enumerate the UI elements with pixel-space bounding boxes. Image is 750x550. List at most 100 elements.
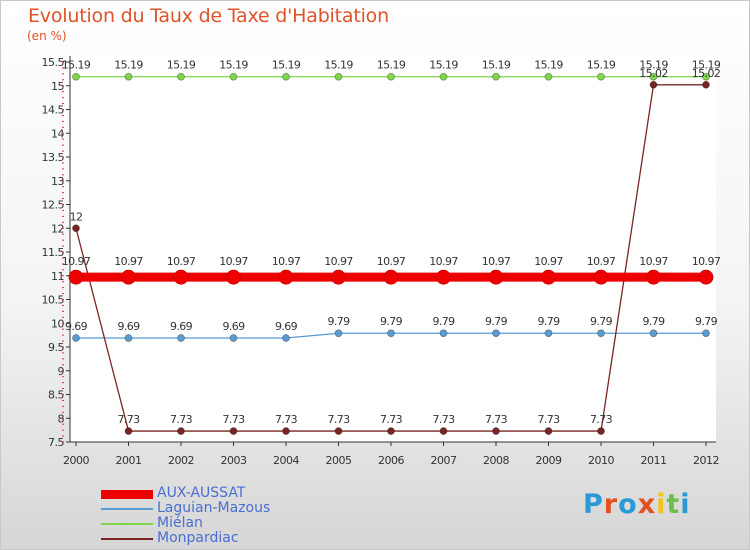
y-tick-label: 13 — [51, 175, 64, 188]
data-label: 10.97 — [62, 255, 91, 268]
x-tick-label: 2012 — [693, 454, 719, 467]
data-point — [177, 334, 185, 342]
data-label: 7.73 — [380, 413, 403, 426]
data-label: 15.19 — [587, 59, 616, 72]
data-label: 7.73 — [485, 413, 508, 426]
legend-label: AUX-AUSSAT — [157, 485, 246, 501]
data-point — [383, 269, 399, 285]
data-label: 9.69 — [275, 320, 298, 333]
data-label: 9.69 — [222, 320, 245, 333]
plot-area — [70, 56, 716, 442]
x-tick-label: 2005 — [326, 454, 352, 467]
legend-label: Laguian-Mazous — [157, 500, 271, 516]
data-label: 9.79 — [485, 315, 508, 328]
x-tick-label: 2009 — [536, 454, 562, 467]
data-label: 7.73 — [275, 413, 298, 426]
data-label: 10.97 — [482, 255, 511, 268]
y-tick-label: 8.5 — [48, 389, 64, 402]
y-tick-label: 14.5 — [42, 104, 65, 117]
data-label: 9.69 — [170, 320, 193, 333]
data-point — [702, 80, 710, 89]
x-tick-label: 2003 — [221, 454, 247, 467]
y-tick-label: 15 — [51, 80, 64, 93]
data-point — [173, 269, 189, 285]
x-tick-label: 2010 — [588, 454, 614, 467]
data-label: 15.19 — [692, 59, 721, 72]
data-point — [334, 329, 343, 338]
data-label: 10.97 — [587, 255, 616, 268]
data-label: 15.19 — [62, 59, 91, 72]
data-point — [492, 329, 500, 338]
legend-swatch — [101, 508, 153, 510]
data-label: 7.73 — [117, 413, 140, 426]
data-point — [702, 72, 710, 81]
data-label: 15.19 — [534, 59, 563, 72]
data-point — [334, 72, 343, 81]
logo-letter: x — [637, 489, 657, 520]
data-point — [544, 72, 553, 81]
data-point — [646, 269, 661, 285]
logo-letter: o — [618, 489, 638, 520]
data-label: 10.97 — [639, 255, 668, 268]
data-label: 10.97 — [272, 255, 301, 268]
data-label: 10.97 — [534, 255, 563, 268]
data-point — [124, 427, 133, 435]
data-point — [229, 427, 238, 435]
data-label: 10.97 — [692, 255, 721, 268]
data-point — [177, 427, 185, 435]
data-label: 9.79 — [590, 315, 613, 328]
x-tick-label: 2011 — [641, 454, 667, 467]
data-label: 15.19 — [167, 59, 196, 72]
y-tick-label: 8 — [58, 412, 65, 425]
x-tick-label: 2002 — [168, 454, 194, 467]
data-point — [698, 269, 714, 285]
data-label: 15.19 — [324, 59, 353, 72]
logo-letter: t — [666, 489, 681, 520]
data-point — [331, 269, 346, 285]
x-tick-label: 2000 — [63, 454, 89, 467]
data-point — [177, 72, 185, 81]
logo-letter: i — [680, 489, 691, 520]
x-tick-label: 2001 — [116, 454, 142, 467]
data-point — [439, 427, 448, 435]
data-point — [541, 269, 556, 285]
legend-swatch — [101, 489, 153, 499]
data-point — [282, 427, 290, 435]
legend-label: Miélan — [157, 515, 203, 531]
data-label: 7.73 — [222, 413, 245, 426]
data-point — [278, 269, 294, 285]
data-point — [387, 72, 395, 81]
data-label: 9.79 — [432, 315, 455, 328]
data-point — [597, 329, 605, 338]
y-tick-label: 15.5 — [42, 56, 65, 69]
logo-letter: r — [603, 489, 619, 520]
data-label: 10.97 — [324, 255, 353, 268]
data-label: 9.79 — [537, 315, 560, 328]
data-point — [282, 334, 290, 342]
data-point — [492, 427, 500, 435]
data-point — [72, 224, 80, 233]
data-label: 15.02 — [639, 67, 668, 80]
y-tick-label: 9 — [58, 365, 65, 378]
data-point — [702, 329, 710, 338]
data-label: 15.19 — [272, 59, 301, 72]
logo-letter: i — [656, 489, 667, 520]
data-label: 7.73 — [537, 413, 560, 426]
y-tick-label: 12.5 — [42, 199, 65, 212]
data-label: 15.19 — [639, 59, 668, 72]
data-label: 7.73 — [170, 413, 193, 426]
chart-subtitle: (en %) — [27, 29, 67, 43]
data-label: 15.19 — [377, 59, 406, 72]
y-tick-label: 11.5 — [42, 246, 65, 259]
data-point — [387, 329, 395, 338]
data-point — [226, 269, 241, 285]
data-point — [544, 329, 553, 338]
data-point — [68, 269, 84, 285]
data-label: 15.19 — [219, 59, 248, 72]
data-label: 7.73 — [590, 413, 613, 426]
data-label: 15.02 — [692, 67, 721, 80]
data-point — [593, 269, 609, 285]
data-label: 7.73 — [432, 413, 455, 426]
